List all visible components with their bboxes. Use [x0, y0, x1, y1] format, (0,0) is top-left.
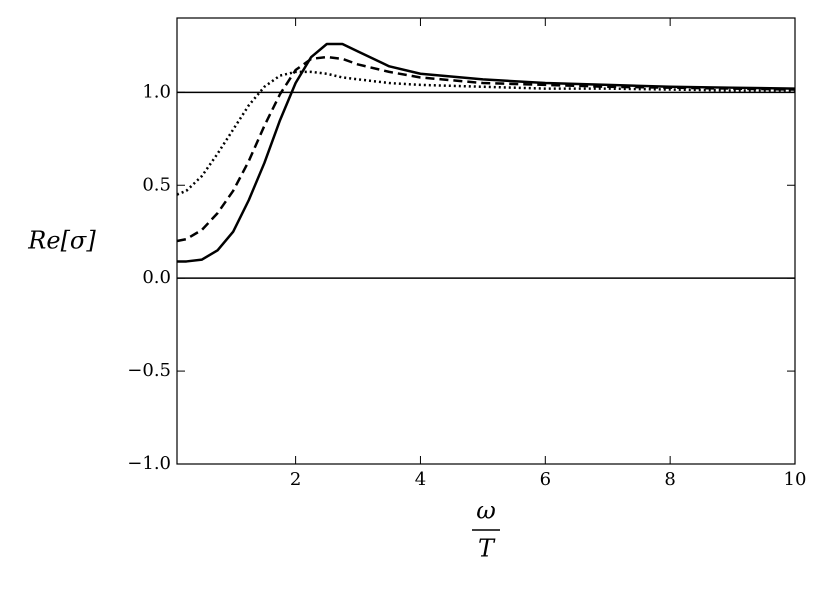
y-tick-label: 0.0	[142, 267, 171, 288]
x-tick-label: 4	[415, 469, 426, 490]
plot-frame	[176, 17, 796, 465]
x-tick-label: 8	[664, 469, 675, 490]
y-tick-label: −0.5	[127, 360, 171, 381]
x-axis-label-denominator: T	[478, 535, 496, 563]
x-axis-label-numerator: ω	[476, 497, 496, 525]
line-series	[176, 55, 796, 243]
line-series	[176, 70, 795, 196]
y-tick-label: 0.5	[142, 174, 171, 195]
y-tick-label: −1.0	[127, 453, 171, 474]
y-axis-label: Re[σ]	[27, 227, 96, 255]
x-tick-label: 10	[784, 469, 807, 490]
line-series	[177, 42, 796, 263]
x-tick-label: 2	[290, 469, 301, 490]
x-tick-label: 6	[540, 469, 551, 490]
y-tick-label: 1.0	[142, 81, 171, 102]
